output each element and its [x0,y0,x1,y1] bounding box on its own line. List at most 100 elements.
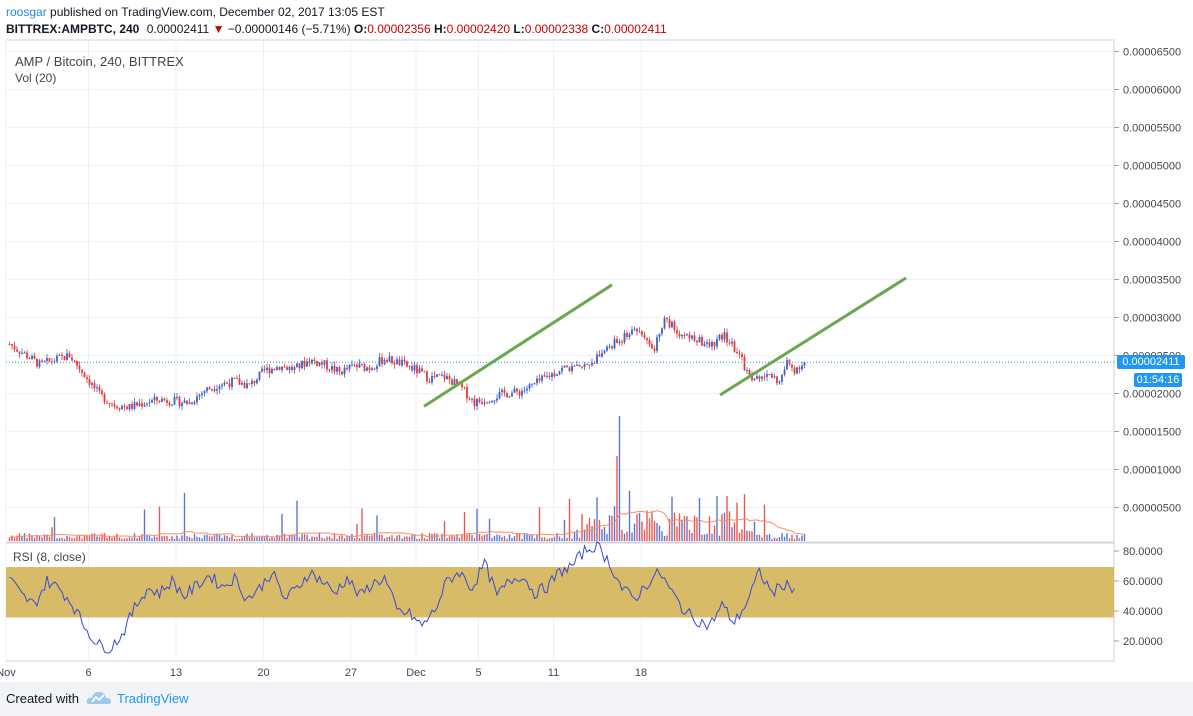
volume-bar [353,537,356,541]
volume-bar [651,512,653,541]
volume-bar [366,534,368,541]
candle-body [768,374,771,376]
candle-body [358,363,361,368]
time-axis-label: 11 [548,667,559,679]
volume-bar [481,536,483,541]
candle-body [801,365,803,370]
volume-bar [166,536,168,541]
candle-body [451,379,453,386]
time-axis[interactable]: Nov 6 13 20 27 Dec 5 11 18 [0,667,647,679]
volume-bar [56,538,58,541]
publish-info: published on TradingView.com, December 0… [50,5,385,19]
candle-body [441,374,443,376]
candle-body [593,362,596,364]
username-link[interactable]: roosgar [6,5,47,19]
chart-canvas[interactable]: 0.00000500 0.00001000 0.00001500 0.00002000… [0,0,1193,682]
candle-body [638,331,641,333]
candle-body [251,381,253,385]
volume-bar [506,538,508,541]
trendlines[interactable] [423,276,907,408]
candle-body [663,317,666,329]
volume-bar [308,538,311,541]
candle-body [523,390,526,392]
volume-bar [488,518,491,541]
candle-body [416,365,418,374]
volume-bar [351,534,353,541]
tradingview-link[interactable]: TradingView [117,691,189,706]
volume-bar [278,535,281,541]
volume-bar [88,536,91,541]
candle-body [123,405,126,407]
candle-body [741,354,743,358]
volume-bar [256,537,258,541]
candle-body [708,342,711,347]
volume-bar [161,536,163,541]
volume-bar [61,537,63,541]
candle-body [63,355,66,361]
candle-body [746,370,748,372]
volume-bars [8,416,806,541]
candle-body [106,402,108,404]
candle-body [576,364,578,366]
rsi-axis[interactable]: 20.0000 40.0000 60.0000 80.0000 [1114,546,1163,648]
candle-body [226,382,228,384]
candle-body [553,373,556,376]
volume-bar [778,537,781,541]
candle-body [381,357,383,365]
candle-body [526,388,528,391]
candle-body [378,357,381,367]
candle-body [633,328,636,330]
candle-body [616,338,618,344]
volume-bar [641,521,643,541]
volume-bar [693,515,696,541]
symbol-quote-line: BITTREX:AMPBTC, 240 0.00002411 ▼ −0.0000… [6,22,667,36]
volume-bar [113,536,116,541]
candle-body [388,356,391,362]
volume-bar [803,534,806,541]
candle-body [423,371,426,373]
volume-bar [616,456,618,541]
volume-bar [498,535,501,541]
candle-body [681,334,683,337]
price-axis-label: 0.00001500 [1123,427,1181,439]
tradingview-cloud-icon[interactable] [86,689,112,707]
price-axis[interactable]: 0.00000500 0.00001000 0.00001500 0.00002000… [1114,47,1181,515]
price-axis-label: 0.00005000 [1123,161,1181,173]
candle-body [563,365,566,368]
candle-body [586,364,588,366]
volume-bar [386,537,388,541]
volume-bar [63,538,66,541]
volume-bar [18,533,21,541]
volume-bar [621,529,623,541]
close-value: 0.00002411 [604,22,667,36]
candle-body [341,371,343,375]
low-label: L: [513,22,525,36]
candle-body [583,364,586,367]
volume-bar [491,537,493,541]
candle-body [243,383,246,389]
candle-body [671,321,673,328]
volume-bar [596,497,598,541]
candle-body [68,353,71,358]
volume-bar [553,536,556,541]
volume-bar [423,538,426,541]
volume-bar [98,536,101,541]
candle-body [528,384,531,389]
candle-body [431,376,433,383]
volume-bar [646,510,648,541]
volume-bar [291,534,293,541]
candle-body [246,383,248,389]
candle-body [301,360,303,369]
volume-bar [313,536,316,541]
candle-body [313,359,316,362]
candle-body [751,374,753,381]
rsi-axis-label: 40.0000 [1123,606,1163,618]
volume-bar [106,537,108,541]
candle-body [761,376,763,379]
candle-body [521,390,523,396]
volume-bar [283,533,286,541]
candle-body [73,360,76,362]
volume-bar [41,537,43,541]
volume-bar [781,533,783,541]
volume-bar [143,509,146,541]
